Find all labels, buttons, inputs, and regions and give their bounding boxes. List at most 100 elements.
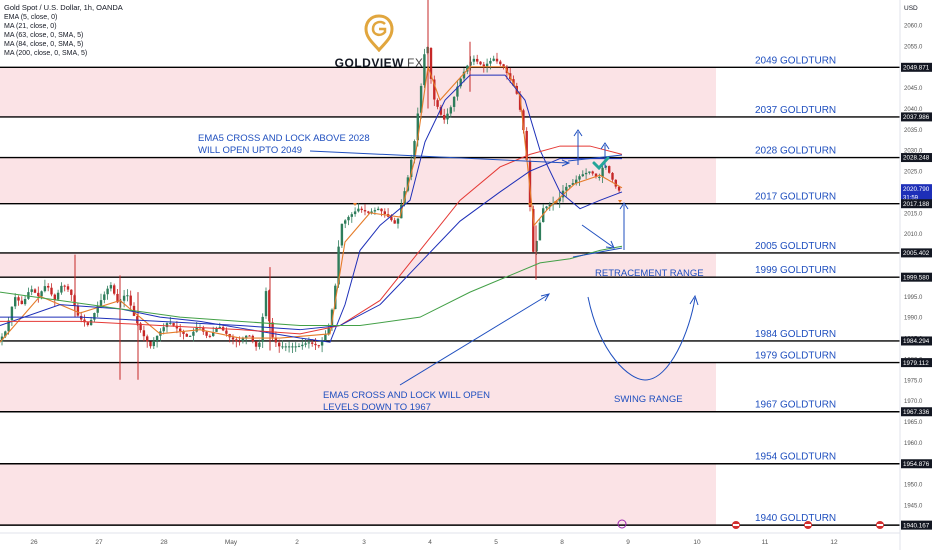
candle-body — [50, 287, 53, 295]
candle-body — [350, 214, 353, 217]
signal-marker-icon — [618, 200, 622, 203]
candle-body — [472, 58, 476, 62]
candle-body — [584, 172, 588, 175]
candle-body — [452, 96, 456, 107]
candle-body — [353, 211, 357, 215]
legend-item[interactable]: MA (63, close, 0, SMA, 5) — [4, 32, 84, 39]
candle-body — [179, 328, 182, 332]
candle-body — [617, 186, 621, 191]
candle-body — [614, 179, 617, 187]
price-flag-label: 2028.248 — [903, 155, 930, 162]
time-tick: 2 — [295, 539, 299, 546]
candle-body — [281, 346, 284, 348]
candle-body — [317, 345, 320, 347]
arrow-head — [689, 294, 699, 306]
brand-logo: GOLDVIEW FX — [334, 14, 424, 76]
time-tick: 9 — [626, 539, 630, 546]
price-flag-label: 2005.402 — [903, 250, 930, 257]
candle-body — [169, 322, 172, 324]
candle-body — [380, 208, 383, 212]
price-tick: 1965.0 — [904, 420, 923, 426]
candle-body — [611, 172, 614, 180]
candle-body — [96, 306, 99, 313]
price-tick: 1995.0 — [904, 295, 923, 301]
legend-item[interactable]: EMA (5, close, 0) — [4, 14, 58, 21]
candle-body — [446, 113, 449, 120]
price-tick: 1945.0 — [904, 503, 923, 509]
candle-body — [172, 323, 175, 326]
price-flag — [901, 336, 932, 346]
arrow-head — [605, 240, 615, 249]
candle-body — [99, 300, 103, 306]
candle-body — [525, 130, 528, 160]
price-flag-label: 2037.986 — [903, 114, 930, 121]
time-tick: 11 — [762, 539, 769, 546]
candle-body — [558, 197, 561, 202]
price-tick: 1975.0 — [904, 378, 923, 384]
price-tick: 2055.0 — [904, 44, 923, 50]
candle-body — [545, 206, 548, 209]
candle-body — [10, 306, 14, 321]
candle-body — [327, 328, 330, 335]
candle-body — [86, 322, 89, 326]
legend-item[interactable]: MA (200, close, 0, SMA, 5) — [4, 50, 88, 57]
arrow-to-1999 — [399, 294, 549, 386]
ma200-line — [0, 245, 623, 327]
candle-body — [231, 337, 235, 340]
legend-item[interactable]: MA (84, close, 0, SMA, 5) — [4, 41, 84, 48]
candle-body — [27, 292, 30, 299]
candle-body — [208, 335, 212, 337]
price-tick: 1970.0 — [904, 399, 923, 405]
price-flag-label: 1979.112 — [903, 360, 929, 367]
price-tick: 2025.0 — [904, 170, 923, 176]
candle-body — [522, 110, 525, 131]
candle-body — [410, 159, 413, 177]
candle-body — [436, 100, 439, 107]
candle-body — [466, 65, 469, 72]
price-flag — [901, 459, 932, 469]
candle-body — [304, 343, 307, 345]
candle-body — [268, 290, 271, 322]
candle-body — [103, 294, 106, 300]
candle-body — [192, 331, 195, 336]
down-arrow — [581, 224, 614, 248]
level-label: 1940 GOLDTURN — [755, 513, 836, 524]
candle-body — [155, 335, 159, 341]
time-tick: 5 — [494, 539, 498, 546]
candle-body — [449, 107, 452, 114]
candle-body — [93, 312, 96, 320]
price-flag — [901, 62, 932, 72]
time-tick: 12 — [830, 539, 838, 546]
candle-body — [37, 292, 40, 297]
candle-body — [152, 341, 155, 347]
candle-body — [344, 220, 347, 224]
check-mark-icon — [592, 156, 610, 171]
candle-body — [419, 85, 423, 113]
retracement-label: RETRACEMENT RANGE — [595, 268, 704, 279]
candle-body — [63, 285, 66, 287]
level-label: 2005 GOLDTURN — [755, 241, 836, 252]
legend-item[interactable]: MA (21, close, 0) — [4, 23, 57, 30]
price-tick: 2060.0 — [904, 24, 923, 30]
candle-body — [53, 294, 56, 300]
candle-body — [284, 346, 287, 348]
candle-body — [462, 71, 466, 79]
candle-body — [575, 179, 578, 183]
candle-body — [479, 61, 482, 65]
candle-body — [294, 346, 297, 348]
candle-body — [601, 167, 604, 177]
swing-label: SWING RANGE — [614, 394, 683, 405]
candle-body — [363, 210, 367, 212]
candle-body — [7, 320, 10, 332]
price-flag-label: 2017.188 — [903, 201, 930, 208]
zone-band — [0, 362, 716, 412]
price-flag-countdown: 31:59 — [903, 196, 919, 202]
candle-body — [113, 285, 116, 294]
note-top-line2: WILL OPEN UPTO 2049 — [198, 145, 302, 156]
candle-body — [439, 107, 443, 115]
candle-body — [571, 183, 575, 186]
arrow-head — [573, 129, 583, 137]
